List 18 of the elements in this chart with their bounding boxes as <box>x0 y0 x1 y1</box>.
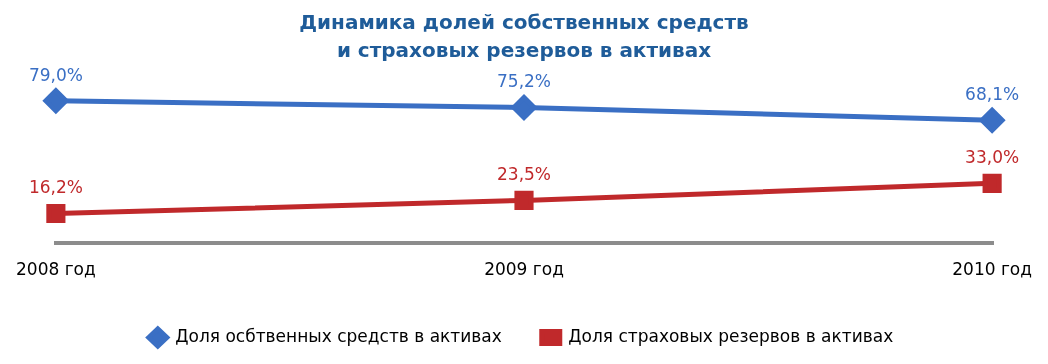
point <box>514 190 534 210</box>
data-label: 23,5% <box>496 164 552 185</box>
point <box>46 203 66 224</box>
x-tick-label: 2008 год <box>15 259 96 280</box>
data-label: 16,2% <box>28 177 83 198</box>
x-tick-label: 2009 год <box>484 259 564 280</box>
point <box>979 107 1005 133</box>
data-label: 75,2% <box>496 71 552 92</box>
point <box>43 88 69 114</box>
data-label: 79,0% <box>28 64 83 85</box>
chart-title: Динамика долей собственных средств и страховых резервов в активах <box>298 9 750 64</box>
legend-label: Доля страховых резервов в активах <box>568 325 894 346</box>
x-tick-label: 2010 год <box>952 259 1033 280</box>
point <box>982 173 1002 193</box>
point <box>511 95 537 121</box>
legend-label: Доля осбтвенных средств в активах <box>175 325 502 346</box>
data-label: 33,0% <box>965 147 1020 168</box>
data-label: 68,1% <box>965 84 1020 105</box>
